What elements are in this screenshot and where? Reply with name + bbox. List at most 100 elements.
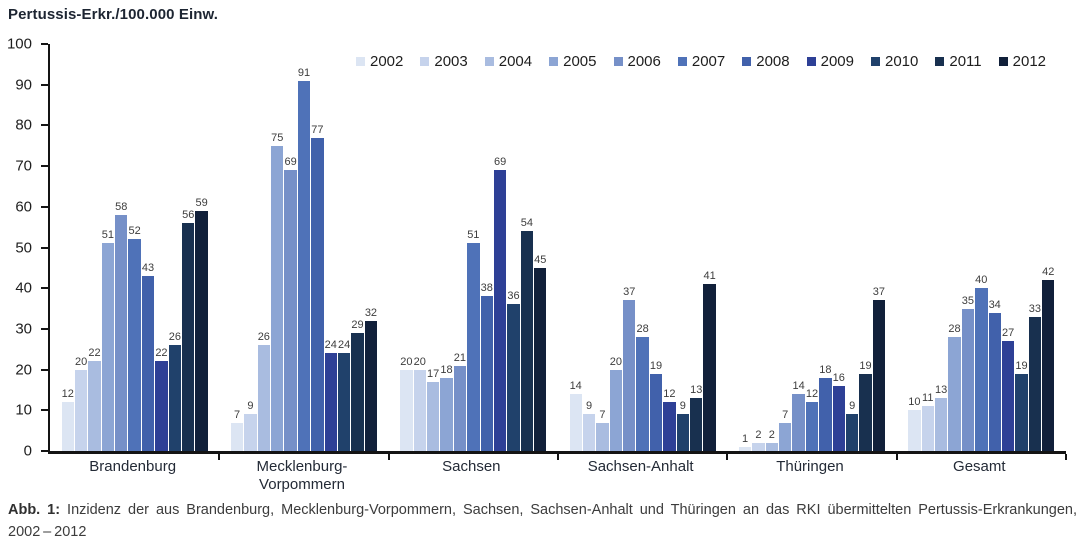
bar-column: 35 xyxy=(961,44,975,451)
legend-label: 2002 xyxy=(370,53,404,70)
y-tick-label: 20 xyxy=(15,361,32,379)
bar-column: 69 xyxy=(284,44,297,451)
bar-2011 xyxy=(1028,316,1042,451)
caption-label: Abb. 1: xyxy=(8,502,68,518)
legend-item-2002: 2002 xyxy=(356,53,403,70)
bar-2012 xyxy=(534,267,547,451)
bar-column: 11 xyxy=(921,44,934,451)
bar-value-label: 32 xyxy=(364,306,378,319)
y-tick-mark xyxy=(41,165,48,168)
x-axis-label: Brandenburg xyxy=(89,458,177,475)
bar-value-label: 1 xyxy=(741,432,749,445)
bar-column: 24 xyxy=(324,44,337,451)
bar-value-label: 9 xyxy=(679,400,686,413)
bar-value-label: 75 xyxy=(271,131,284,144)
bar-value-label: 26 xyxy=(168,331,181,344)
bar-2012 xyxy=(1042,280,1055,451)
bar-2012 xyxy=(872,300,886,451)
y-tick-label: 100 xyxy=(6,35,32,53)
legend-swatch-icon xyxy=(935,57,945,66)
bar-2004 xyxy=(596,422,609,451)
legend-label: 2012 xyxy=(1012,53,1047,70)
bar-2007 xyxy=(467,243,480,451)
bar-value-label: 9 xyxy=(586,400,593,413)
bar-value-label: 7 xyxy=(599,408,606,421)
bar-column: 9 xyxy=(244,44,257,451)
x-axis-label: Mecklenburg- Vorpommern xyxy=(256,458,348,493)
bar-value-label: 36 xyxy=(507,290,520,303)
bar-2005 xyxy=(440,377,453,451)
legend-item-2012: 2012 xyxy=(998,53,1047,70)
bar-column: 91 xyxy=(297,44,311,451)
bar-column: 77 xyxy=(311,44,324,451)
bar-2003 xyxy=(582,414,596,451)
bar-column: 26 xyxy=(257,44,271,451)
bar-value-label: 18 xyxy=(819,363,832,376)
legend-item-2010: 2010 xyxy=(871,53,918,70)
bar-column: 9 xyxy=(845,44,859,451)
bar-value-label: 19 xyxy=(649,359,663,372)
bar-value-label: 20 xyxy=(413,355,426,368)
bar-column: 14 xyxy=(792,44,805,451)
bar-column: 7 xyxy=(779,44,792,451)
legend-swatch-icon xyxy=(806,57,816,66)
bar-column: 9 xyxy=(676,44,690,451)
bar-value-label: 14 xyxy=(569,380,582,393)
legend-swatch-icon xyxy=(613,57,623,66)
bar-column: 33 xyxy=(1028,44,1042,451)
bar-value-label: 12 xyxy=(805,388,819,401)
bar-column: 26 xyxy=(168,44,182,451)
bar-column: 2 xyxy=(765,44,778,451)
bar-2006 xyxy=(623,300,636,451)
bar-2004 xyxy=(88,361,101,451)
legend-swatch-icon xyxy=(998,57,1008,66)
bar-2002 xyxy=(738,446,752,451)
x-tick-mark xyxy=(1065,454,1067,460)
legend-item-2005: 2005 xyxy=(549,53,597,70)
bar-2011 xyxy=(351,332,364,451)
legend-label: 2007 xyxy=(691,53,726,70)
bar-value-label: 33 xyxy=(1028,302,1041,315)
bar-2009 xyxy=(155,361,168,451)
y-tick-mark xyxy=(41,368,48,371)
bar-2008 xyxy=(649,373,663,451)
bar-value-label: 12 xyxy=(663,388,676,401)
bar-2011 xyxy=(520,231,534,451)
bar-2008 xyxy=(480,296,493,451)
x-axis-label: Sachsen xyxy=(442,458,501,475)
bar-value-label: 22 xyxy=(155,347,168,360)
bar-2007 xyxy=(975,288,988,451)
bar-column: 69 xyxy=(493,44,507,451)
bar-2008 xyxy=(141,276,155,451)
bar-column: 51 xyxy=(467,44,480,451)
y-tick-mark xyxy=(41,450,48,452)
bar-2006 xyxy=(792,394,805,451)
bar-value-label: 43 xyxy=(141,262,155,274)
y-tick-mark xyxy=(41,246,48,249)
bar-2002 xyxy=(908,410,921,451)
bar-column: 32 xyxy=(364,44,378,451)
bar-column: 29 xyxy=(351,44,364,451)
bar-value-label: 21 xyxy=(453,351,467,364)
bar-2010 xyxy=(1015,373,1028,451)
y-axis: 0 10 20 30 40 50 60 70 80 90 100 xyxy=(0,36,48,460)
x-tick-mark xyxy=(895,454,898,460)
bar-column: 27 xyxy=(1001,44,1015,451)
bar-2002 xyxy=(400,369,413,451)
bar-column: 28 xyxy=(948,44,961,451)
legend-item-2007: 2007 xyxy=(677,53,726,70)
bar-column: 20 xyxy=(74,44,88,451)
x-tick-mark xyxy=(726,454,729,460)
bar-2011 xyxy=(690,398,703,451)
bar-column: 19 xyxy=(649,44,663,451)
bar-column: 2 xyxy=(752,44,765,451)
bar-column: 12 xyxy=(663,44,676,451)
bar-2010 xyxy=(507,304,520,451)
bar-column: 9 xyxy=(582,44,596,451)
bar-2007 xyxy=(636,337,649,451)
bar-2010 xyxy=(845,414,859,451)
bar-value-label: 19 xyxy=(1015,359,1028,372)
bar-value-label: 7 xyxy=(782,408,789,421)
bar-column: 19 xyxy=(1015,44,1028,451)
bar-value-label: 26 xyxy=(257,331,270,344)
